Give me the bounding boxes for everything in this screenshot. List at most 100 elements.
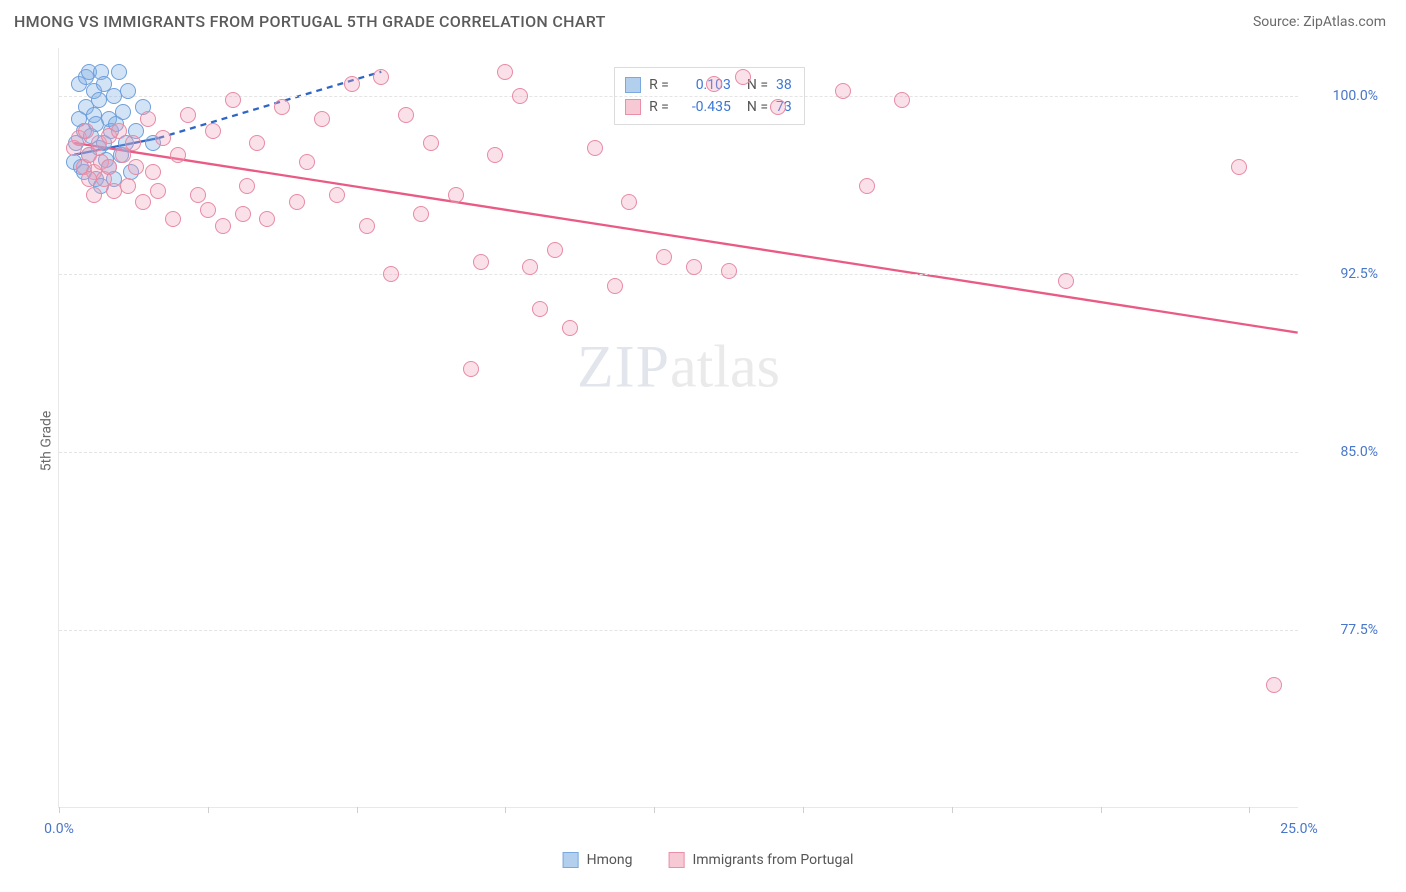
r-value: 0.103 bbox=[677, 74, 731, 96]
scatter-point bbox=[547, 242, 563, 258]
watermark-atlas: atlas bbox=[670, 333, 780, 399]
scatter-point bbox=[106, 88, 122, 104]
scatter-point bbox=[259, 211, 275, 227]
scatter-point bbox=[128, 159, 144, 175]
x-tick bbox=[1101, 807, 1102, 813]
scatter-point bbox=[165, 211, 181, 227]
gridline-h bbox=[59, 630, 1298, 631]
x-tick-label: 25.0% bbox=[1280, 821, 1318, 837]
scatter-point bbox=[607, 278, 623, 294]
watermark-zip: ZIP bbox=[577, 333, 670, 399]
scatter-point bbox=[532, 301, 548, 317]
scatter-point bbox=[859, 178, 875, 194]
scatter-point bbox=[463, 361, 479, 377]
x-tick bbox=[208, 807, 209, 813]
scatter-point bbox=[120, 83, 136, 99]
chart-title: HMONG VS IMMIGRANTS FROM PORTUGAL 5TH GR… bbox=[14, 12, 606, 31]
x-tick bbox=[654, 807, 655, 813]
legend-label: Immigrants from Portugal bbox=[692, 852, 853, 868]
trend-line bbox=[74, 143, 1298, 333]
scatter-point bbox=[413, 206, 429, 222]
legend-item: Hmong bbox=[563, 852, 633, 868]
scatter-point bbox=[497, 64, 513, 80]
scatter-point bbox=[383, 266, 399, 282]
scatter-point bbox=[111, 64, 127, 80]
scatter-point bbox=[522, 259, 538, 275]
plot-area: ZIPatlas R =0.103N =38R =-0.435N =73 77.… bbox=[58, 48, 1298, 808]
legend-item: Immigrants from Portugal bbox=[668, 852, 853, 868]
r-label: R = bbox=[649, 96, 669, 118]
legend-label: Hmong bbox=[587, 852, 633, 868]
scatter-point bbox=[274, 99, 290, 115]
scatter-point bbox=[155, 130, 171, 146]
scatter-point bbox=[235, 206, 251, 222]
source-attribution: Source: ZipAtlas.com bbox=[1253, 14, 1386, 30]
scatter-point bbox=[448, 187, 464, 203]
y-axis-label: 5th Grade bbox=[38, 411, 54, 472]
scatter-point bbox=[344, 76, 360, 92]
scatter-point bbox=[145, 164, 161, 180]
scatter-point bbox=[120, 178, 136, 194]
y-tick-label: 100.0% bbox=[1308, 88, 1378, 104]
scatter-point bbox=[706, 76, 722, 92]
scatter-point bbox=[215, 218, 231, 234]
r-label: R = bbox=[649, 74, 669, 96]
scatter-point bbox=[686, 259, 702, 275]
scatter-point bbox=[91, 92, 107, 108]
scatter-point bbox=[770, 99, 786, 115]
x-tick-label: 0.0% bbox=[44, 821, 74, 837]
scatter-point bbox=[101, 159, 117, 175]
n-value: 38 bbox=[776, 74, 792, 96]
gridline-h bbox=[59, 96, 1298, 97]
scatter-point bbox=[115, 104, 131, 120]
legend-swatch bbox=[625, 77, 641, 93]
legend-swatch bbox=[563, 852, 579, 868]
watermark: ZIPatlas bbox=[577, 332, 780, 401]
x-tick bbox=[952, 807, 953, 813]
y-tick-label: 77.5% bbox=[1308, 622, 1378, 638]
scatter-point bbox=[205, 123, 221, 139]
y-tick-label: 92.5% bbox=[1308, 266, 1378, 282]
scatter-point bbox=[329, 187, 345, 203]
scatter-point bbox=[398, 107, 414, 123]
scatter-point bbox=[225, 92, 241, 108]
trend-overlay bbox=[59, 48, 1298, 807]
scatter-point bbox=[111, 123, 127, 139]
scatter-point bbox=[473, 254, 489, 270]
scatter-point bbox=[299, 154, 315, 170]
chart-container: 5th Grade ZIPatlas R = 0.103 N = 38 R = -0.43… bbox=[38, 48, 1378, 818]
x-tick bbox=[1249, 807, 1250, 813]
x-tick bbox=[803, 807, 804, 813]
scatter-point bbox=[81, 171, 97, 187]
scatter-point bbox=[140, 111, 156, 127]
scatter-point bbox=[512, 88, 528, 104]
scatter-point bbox=[135, 194, 151, 210]
scatter-point bbox=[587, 140, 603, 156]
scatter-point bbox=[656, 249, 672, 265]
scatter-point bbox=[86, 187, 102, 203]
scatter-point bbox=[289, 194, 305, 210]
scatter-point bbox=[621, 194, 637, 210]
scatter-point bbox=[423, 135, 439, 151]
scatter-point bbox=[170, 147, 186, 163]
x-tick bbox=[357, 807, 358, 813]
n-label: N = bbox=[747, 96, 768, 118]
scatter-point bbox=[835, 83, 851, 99]
scatter-point bbox=[1266, 677, 1282, 693]
x-tick bbox=[505, 807, 506, 813]
scatter-point bbox=[894, 92, 910, 108]
scatter-point bbox=[150, 183, 166, 199]
x-tick bbox=[59, 807, 60, 813]
scatter-point bbox=[180, 107, 196, 123]
scatter-point bbox=[190, 187, 206, 203]
bottom-legend: Hmong Immigrants from Portugal bbox=[563, 852, 854, 868]
stats-row: R =-0.435N =73 bbox=[625, 96, 792, 118]
gridline-h bbox=[59, 452, 1298, 453]
r-value: -0.435 bbox=[677, 96, 731, 118]
scatter-point bbox=[1231, 159, 1247, 175]
scatter-point bbox=[314, 111, 330, 127]
y-tick-label: 85.0% bbox=[1308, 444, 1378, 460]
scatter-point bbox=[106, 183, 122, 199]
scatter-point bbox=[359, 218, 375, 234]
scatter-point bbox=[125, 135, 141, 151]
